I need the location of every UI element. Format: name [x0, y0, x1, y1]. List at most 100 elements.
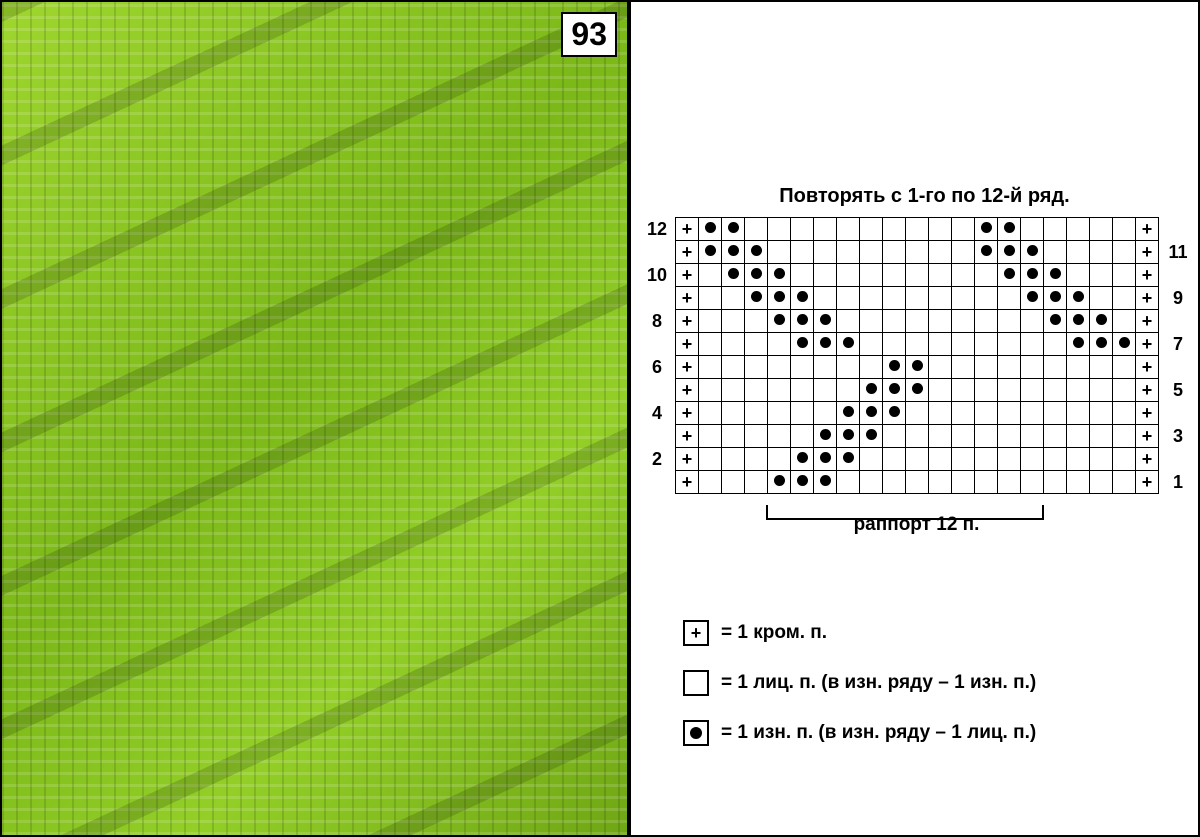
chart-cell	[1090, 241, 1113, 264]
chart-cell	[791, 218, 814, 241]
chart-cell	[768, 356, 791, 379]
chart-cell	[860, 356, 883, 379]
chart-cell	[768, 333, 791, 356]
chart-cell	[768, 218, 791, 241]
chart-cell	[860, 425, 883, 448]
chart-cell	[791, 471, 814, 494]
chart-cell	[929, 471, 952, 494]
chart-cell	[1044, 379, 1067, 402]
chart-cell	[929, 333, 952, 356]
chart-cell	[1113, 264, 1136, 287]
chart-cell	[860, 310, 883, 333]
chart-cell	[975, 402, 998, 425]
chart-cell	[1136, 356, 1159, 379]
row-label-left: 10	[643, 265, 671, 286]
chart-cell	[998, 379, 1021, 402]
chart-cell	[722, 287, 745, 310]
chart-cell	[745, 333, 768, 356]
legend-text-empty: = 1 лиц. п. (в изн. ряду – 1 изн. п.)	[721, 672, 1036, 694]
chart-cell	[1021, 402, 1044, 425]
row-label-right: 5	[1164, 380, 1192, 401]
row-label-left: 12	[643, 219, 671, 240]
chart-cell	[975, 310, 998, 333]
chart-cell	[860, 448, 883, 471]
chart-cell	[791, 287, 814, 310]
chart-cell	[814, 402, 837, 425]
chart-cell	[814, 425, 837, 448]
chart-cell	[975, 471, 998, 494]
chart-cell	[1136, 471, 1159, 494]
chart-cell	[745, 310, 768, 333]
chart-cell	[998, 333, 1021, 356]
chart-cell	[1067, 333, 1090, 356]
chart-cell	[699, 471, 722, 494]
chart-cell	[814, 218, 837, 241]
chart-cell	[676, 448, 699, 471]
chart-cell	[1090, 264, 1113, 287]
chart-cell	[1021, 241, 1044, 264]
chart-cell	[699, 356, 722, 379]
chart-cell	[975, 379, 998, 402]
chart-cell	[722, 333, 745, 356]
chart-cell	[1136, 241, 1159, 264]
chart-cell	[1090, 379, 1113, 402]
chart-cell	[975, 287, 998, 310]
row-label-left: 2	[643, 449, 671, 470]
chart-cell	[883, 241, 906, 264]
row-label-left: 8	[643, 311, 671, 332]
chart-cell	[929, 425, 952, 448]
chart-cell	[837, 218, 860, 241]
chart-cell	[1021, 264, 1044, 287]
chart-cell	[676, 356, 699, 379]
chart-cell	[929, 379, 952, 402]
chart-cell	[1067, 264, 1090, 287]
chart-cell	[998, 402, 1021, 425]
chart-cell	[929, 356, 952, 379]
chart-cell	[699, 310, 722, 333]
chart-cell	[1021, 356, 1044, 379]
chart-cell	[768, 241, 791, 264]
chart-cell	[906, 356, 929, 379]
row-label-left: 6	[643, 357, 671, 378]
legend: + = 1 кром. п. = 1 лиц. п. (в изн. ряду …	[683, 620, 1036, 770]
chart-cell	[1090, 333, 1113, 356]
chart-cell	[906, 471, 929, 494]
row-label-right: 3	[1164, 426, 1192, 447]
chart-cell	[1021, 379, 1044, 402]
chart-cell	[975, 425, 998, 448]
chart-cell	[745, 379, 768, 402]
chart-cell	[1136, 425, 1159, 448]
chart-cell	[906, 402, 929, 425]
chart-cell	[1044, 310, 1067, 333]
chart-cell	[975, 264, 998, 287]
chart-cell	[998, 356, 1021, 379]
chart-cell	[998, 241, 1021, 264]
chart-cell	[1067, 218, 1090, 241]
chart-cell	[860, 241, 883, 264]
chart-cell	[745, 402, 768, 425]
chart-cell	[676, 241, 699, 264]
chart-cell	[883, 379, 906, 402]
chart-cell	[1067, 379, 1090, 402]
chart-cell	[676, 264, 699, 287]
chart-cell	[883, 310, 906, 333]
chart-cell	[676, 471, 699, 494]
chart-cell	[906, 241, 929, 264]
chart-cell	[1113, 448, 1136, 471]
chart-cell	[837, 264, 860, 287]
chart-grid	[675, 217, 1159, 494]
chart-cell	[837, 425, 860, 448]
chart-cell	[906, 287, 929, 310]
legend-sym-empty	[683, 670, 709, 696]
legend-empty: = 1 лиц. п. (в изн. ряду – 1 изн. п.)	[683, 670, 1036, 696]
chart-cell	[952, 356, 975, 379]
chart-cell	[768, 264, 791, 287]
chart-cell	[699, 287, 722, 310]
chart-cell	[676, 425, 699, 448]
chart-cell	[699, 333, 722, 356]
knitting-photo: 93	[2, 2, 631, 835]
chart-cell	[745, 287, 768, 310]
chart-cell	[837, 379, 860, 402]
chart-cell	[699, 379, 722, 402]
chart-cell	[952, 218, 975, 241]
